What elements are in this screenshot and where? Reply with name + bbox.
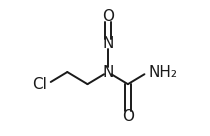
Text: N: N [102,65,113,80]
Text: O: O [102,9,114,24]
Text: Cl: Cl [32,77,47,92]
Text: O: O [122,109,134,124]
Text: N: N [102,36,113,51]
Text: NH₂: NH₂ [148,65,177,80]
